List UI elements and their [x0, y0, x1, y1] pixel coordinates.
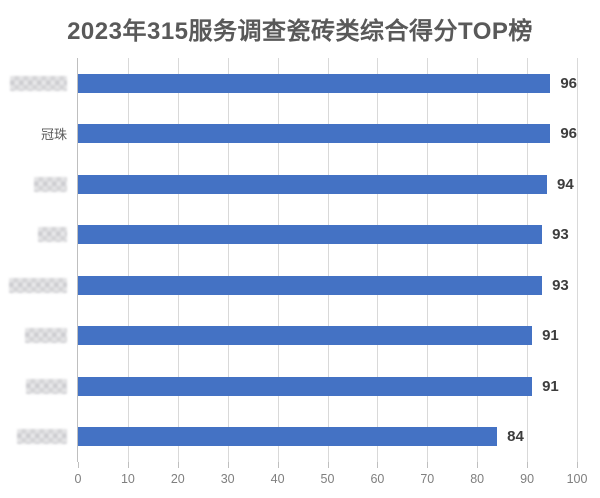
x-tick-label: 40 — [270, 472, 285, 486]
category-cell — [0, 311, 77, 362]
bar-row: 84 — [78, 412, 577, 463]
x-tick-label: 30 — [220, 472, 235, 486]
gridline — [227, 58, 229, 462]
bar-row: 93 — [78, 210, 577, 261]
x-tick-label: 60 — [370, 472, 385, 486]
axis-tick — [78, 462, 79, 468]
gridline — [177, 58, 179, 462]
value-label: 93 — [552, 226, 569, 244]
gridline — [277, 58, 279, 462]
axis-tick — [177, 462, 179, 468]
value-label: 84 — [507, 428, 524, 446]
censored-label-block — [9, 277, 67, 293]
gridline — [427, 58, 429, 462]
bar-row: 91 — [78, 361, 577, 412]
category-cell — [0, 361, 77, 412]
axis-tick — [227, 462, 229, 468]
category-axis: 冠珠 — [0, 58, 77, 462]
axis-tick — [327, 462, 329, 468]
bar — [78, 225, 543, 245]
axis-tick — [477, 462, 479, 468]
category-cell — [0, 210, 77, 261]
category-cell — [0, 412, 77, 463]
bar-row: 96 — [78, 58, 577, 109]
category-cell: 冠珠 — [0, 109, 77, 160]
axis-tick — [377, 462, 379, 468]
value-label: 91 — [542, 327, 559, 345]
category-cell — [0, 58, 77, 109]
bar-row: 94 — [78, 159, 577, 210]
x-tick-label: 10 — [120, 472, 135, 486]
censored-label-block — [10, 75, 67, 91]
x-tick-label: 0 — [74, 472, 82, 486]
censored-label-block — [38, 227, 67, 243]
value-label: 96 — [560, 125, 577, 143]
bar — [78, 73, 551, 93]
axis-tick — [577, 462, 578, 468]
gridline — [127, 58, 129, 462]
x-tick-label: 20 — [170, 472, 185, 486]
gridline — [377, 58, 379, 462]
x-tick-label: 100 — [566, 472, 588, 486]
chart-title: 2023年315服务调查瓷砖类综合得分TOP榜 — [67, 18, 533, 45]
x-tick-label: 80 — [470, 472, 485, 486]
x-tick-label: 70 — [420, 472, 435, 486]
bar — [78, 124, 551, 144]
value-label: 91 — [542, 377, 559, 395]
x-tick-label: 50 — [320, 472, 335, 486]
x-tick-label: 90 — [520, 472, 535, 486]
bars-layer: 96 96 94 93 93 91 91 84 — [78, 58, 577, 462]
censored-label-block — [26, 378, 67, 394]
censored-label-block — [34, 176, 67, 192]
axis-tick — [277, 462, 279, 468]
axis-tick — [527, 462, 529, 468]
gridline — [527, 58, 529, 462]
censored-label-block — [17, 429, 67, 445]
bar-row: 91 — [78, 311, 577, 362]
axis-tick — [427, 462, 429, 468]
value-label: 94 — [557, 175, 574, 193]
category-cell — [0, 159, 77, 210]
value-label: 96 — [560, 74, 577, 92]
gridline — [327, 58, 329, 462]
category-label: 冠珠 — [40, 127, 67, 143]
bar — [78, 326, 533, 346]
bar-row: 96 — [78, 109, 577, 160]
gridline — [577, 58, 578, 462]
bar — [78, 174, 548, 194]
censored-label-block — [25, 328, 67, 344]
bar — [78, 275, 543, 295]
bar — [78, 427, 498, 447]
gridline — [477, 58, 479, 462]
bar — [78, 376, 533, 396]
value-label: 93 — [552, 276, 569, 294]
bar-row: 93 — [78, 260, 577, 311]
plot-area: 96 96 94 93 93 91 91 84 0 10 20 30 40 50 60 70 80 90 100 — [75, 58, 587, 486]
axis-tick — [127, 462, 129, 468]
category-cell — [0, 260, 77, 311]
